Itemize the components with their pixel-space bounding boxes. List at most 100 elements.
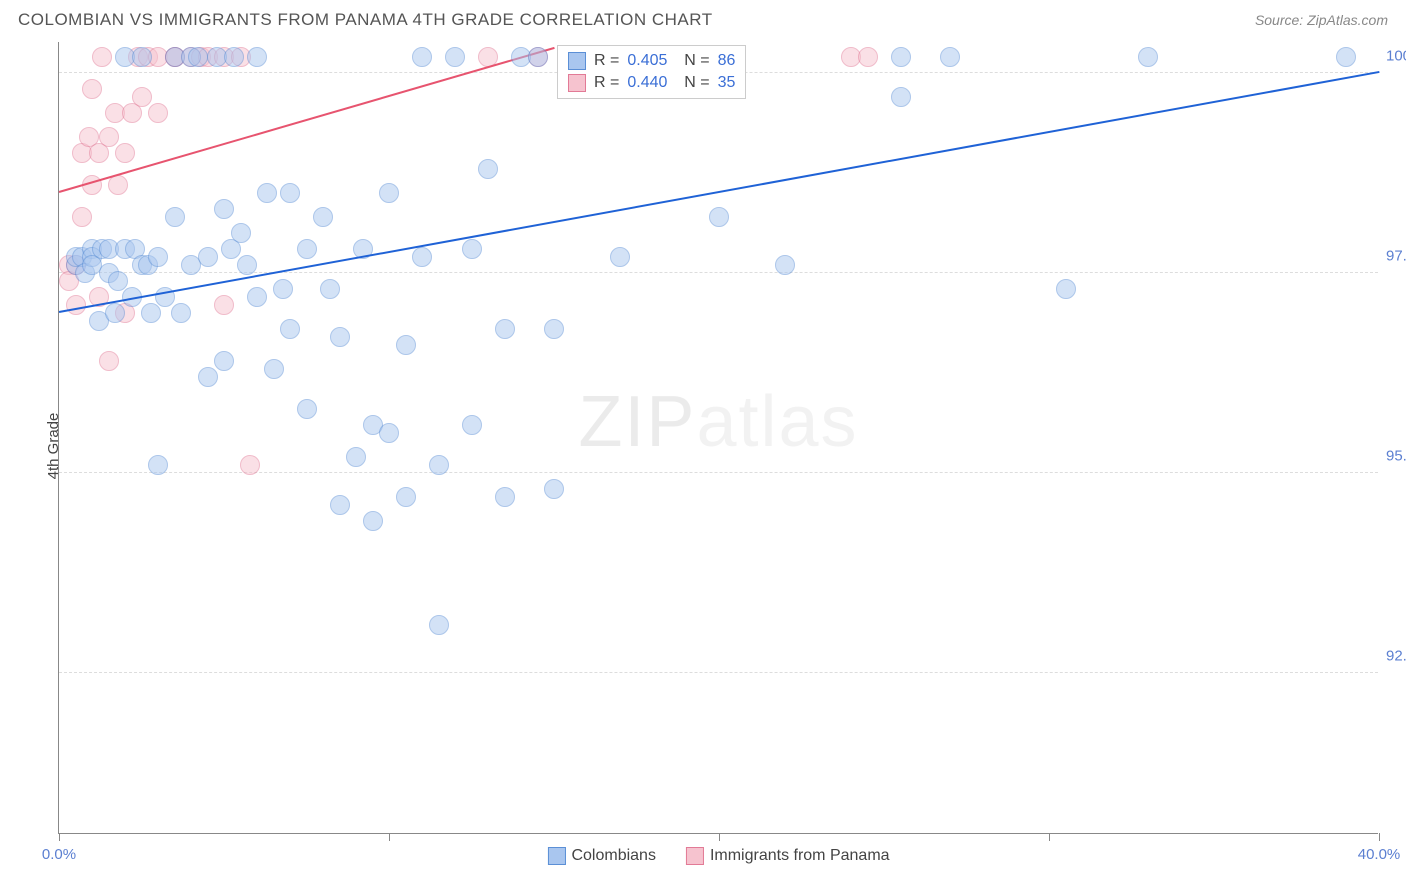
panama-point — [858, 47, 878, 67]
x-tick — [719, 833, 720, 841]
colombians-point — [148, 247, 168, 267]
colombians-point — [412, 47, 432, 67]
panama-point — [115, 143, 135, 163]
legend-n-value: 86 — [718, 52, 736, 70]
colombians-point — [429, 615, 449, 635]
scatter-chart: ZIPatlas 92.5%95.0%97.5%100.0%0.0%40.0%R… — [58, 42, 1378, 834]
x-tick — [389, 833, 390, 841]
colombians-point — [379, 183, 399, 203]
colombians-point — [330, 327, 350, 347]
colombians-point — [330, 495, 350, 515]
panama-point — [148, 103, 168, 123]
x-tick-label: 40.0% — [1358, 846, 1401, 863]
x-tick — [1049, 833, 1050, 841]
colombians-point — [171, 303, 191, 323]
colombians-point — [891, 47, 911, 67]
colombians-point — [165, 207, 185, 227]
y-tick-label: 97.5% — [1386, 248, 1406, 265]
colombians-point — [495, 487, 515, 507]
colombians-point — [132, 47, 152, 67]
colombians-point — [775, 255, 795, 275]
colombians-point — [462, 415, 482, 435]
legend-swatch — [686, 847, 704, 865]
gridline — [59, 672, 1378, 673]
colombians-point — [188, 47, 208, 67]
colombians-point — [224, 47, 244, 67]
colombians-point — [141, 303, 161, 323]
colombians-point — [709, 207, 729, 227]
panama-point — [82, 79, 102, 99]
colombians-point — [237, 255, 257, 275]
colombians-point — [891, 87, 911, 107]
colombians-point — [214, 199, 234, 219]
panama-point — [108, 175, 128, 195]
panama-point — [99, 127, 119, 147]
colombians-point — [273, 279, 293, 299]
colombians-point — [495, 319, 515, 339]
colombians-point — [198, 247, 218, 267]
colombians-point — [544, 319, 564, 339]
colombians-point — [264, 359, 284, 379]
watermark: ZIPatlas — [578, 381, 858, 463]
colombians-point — [462, 239, 482, 259]
colombians-point — [610, 247, 630, 267]
colombians-point — [412, 247, 432, 267]
legend-n-value: 35 — [718, 74, 736, 92]
colombians-point — [257, 183, 277, 203]
colombians-point — [940, 47, 960, 67]
legend-r-label: R = — [594, 74, 619, 92]
colombians-point — [544, 479, 564, 499]
colombians-point — [297, 239, 317, 259]
colombians-point — [379, 423, 399, 443]
colombians-point — [231, 223, 251, 243]
colombians-point — [1336, 47, 1356, 67]
legend-item-panama: Immigrants from Panama — [686, 847, 890, 865]
colombians-point — [396, 487, 416, 507]
legend-row-panama: R = 0.440 N = 35 — [568, 72, 735, 94]
x-tick — [1379, 833, 1380, 841]
legend-row-colombians: R = 0.405 N = 86 — [568, 50, 735, 72]
panama-point — [132, 87, 152, 107]
colombians-point — [363, 511, 383, 531]
gridline — [59, 272, 1378, 273]
legend-label: Colombians — [571, 847, 655, 864]
correlation-legend: R = 0.405 N = 86R = 0.440 N = 35 — [557, 45, 746, 99]
legend-r-value: 0.405 — [627, 52, 667, 70]
legend-n-label: N = — [675, 52, 709, 70]
y-tick-label: 100.0% — [1386, 48, 1406, 65]
series-legend: Colombians Immigrants from Panama — [547, 847, 889, 865]
colombians-point — [247, 47, 267, 67]
colombians-point — [320, 279, 340, 299]
source-attribution: Source: ZipAtlas.com — [1255, 12, 1388, 28]
legend-n-label: N = — [675, 74, 709, 92]
x-tick — [59, 833, 60, 841]
colombians-point — [313, 207, 333, 227]
panama-point — [92, 47, 112, 67]
colombians-point — [429, 455, 449, 475]
colombians-point — [528, 47, 548, 67]
chart-title: COLOMBIAN VS IMMIGRANTS FROM PANAMA 4TH … — [18, 10, 713, 30]
legend-r-label: R = — [594, 52, 619, 70]
legend-swatch — [568, 52, 586, 70]
colombians-point — [214, 351, 234, 371]
colombians-point — [148, 455, 168, 475]
colombians-point — [1056, 279, 1076, 299]
legend-swatch — [547, 847, 565, 865]
legend-item-colombians: Colombians — [547, 847, 655, 865]
x-tick-label: 0.0% — [42, 846, 76, 863]
panama-point — [66, 295, 86, 315]
colombians-point — [445, 47, 465, 67]
panama-point — [99, 351, 119, 371]
legend-r-value: 0.440 — [627, 74, 667, 92]
colombians-point — [280, 319, 300, 339]
colombians-point — [280, 183, 300, 203]
colombians-point — [247, 287, 267, 307]
legend-label: Immigrants from Panama — [710, 847, 890, 864]
panama-point — [214, 295, 234, 315]
colombians-point — [1138, 47, 1158, 67]
colombians-point — [396, 335, 416, 355]
y-tick-label: 92.5% — [1386, 648, 1406, 665]
colombians-point — [297, 399, 317, 419]
y-tick-label: 95.0% — [1386, 448, 1406, 465]
colombians-point — [346, 447, 366, 467]
